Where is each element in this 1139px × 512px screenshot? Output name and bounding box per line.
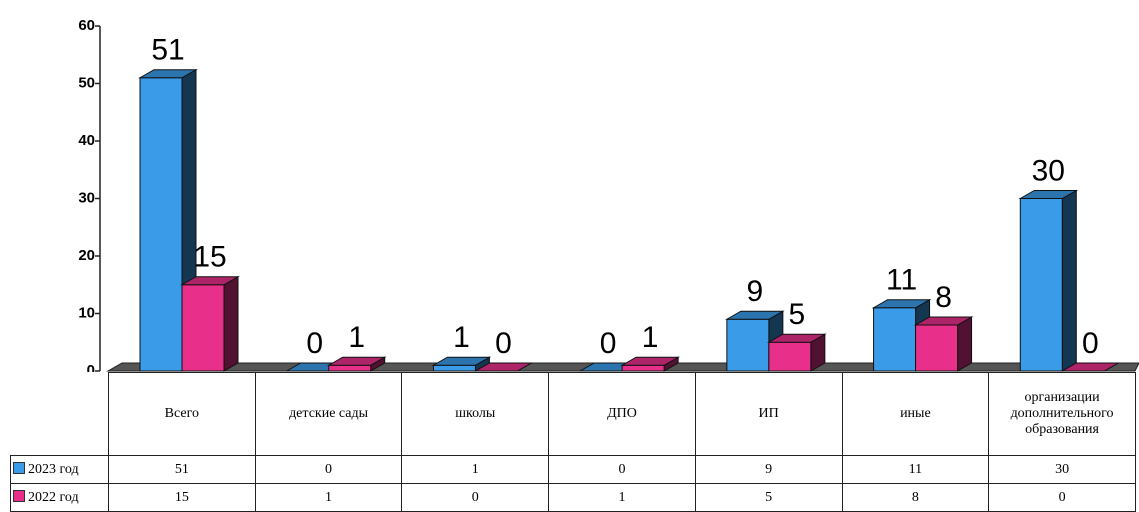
value-cell: 1 [254,483,403,512]
bar [431,356,492,372]
bar-top [431,356,492,366]
empty-cell [10,372,109,456]
category-cell: организации дополнительного образования [988,372,1136,456]
data-label: 11 [886,264,917,297]
value-cell: 15 [108,483,256,512]
bar-top [724,310,785,320]
data-row: 2023 год 51 0 1 0 9 11 30 [10,455,1136,484]
bar [913,316,974,372]
bar-side [223,275,239,372]
legend-swatch [13,489,25,502]
value-cell: 1 [401,455,550,484]
data-label: 8 [935,281,952,314]
legend-label: 2023 год [28,461,79,477]
data-label: 0 [1082,327,1099,360]
bar [473,362,534,372]
category-row: Всего детские сады школы ДПО ИП иные организац… [10,372,1136,456]
bar-top [1060,362,1121,372]
y-tick-label: 30 [78,189,95,206]
bar-front [621,364,665,372]
category-cell: иные [841,372,990,456]
bar-top [180,276,240,286]
data-label: 51 [151,34,184,67]
bar-top [620,356,681,366]
data-label: 9 [747,275,764,308]
data-label: 5 [789,298,806,331]
bar-front [181,284,225,372]
bar-front [1019,198,1063,372]
bar [620,356,681,372]
bar-top [766,333,827,343]
y-tick-label: 40 [78,132,95,149]
category-cell: школы [401,372,550,456]
bar [1060,362,1121,372]
legend-label: 2022 год [28,489,79,505]
bar-top [138,69,198,79]
value-cell: 0 [254,455,403,484]
data-table: Всего детские сады школы ДПО ИП иные организац… [10,372,1136,512]
y-tick-label: 50 [78,74,95,91]
bar [1018,189,1079,372]
value-cell: 1 [548,483,696,512]
category-cell: Всего [108,372,256,456]
bar-front [328,364,372,372]
bar-top [913,316,974,326]
data-label: 0 [600,327,617,360]
legend-cell: 2023 год [10,455,109,484]
data-label: 15 [193,241,226,274]
bar-side [1061,189,1077,372]
bar-side [957,316,973,372]
value-cell: 0 [401,483,550,512]
bar-front [726,318,770,372]
data-label: 0 [495,327,512,360]
legend-cell: 2022 год [10,483,109,512]
bar-front [873,307,917,372]
category-cell: ИП [694,372,843,456]
y-tick-label: 10 [78,304,95,321]
value-cell: 0 [988,483,1136,512]
legend-swatch [13,461,25,474]
bar-front [915,324,959,372]
data-label: 1 [453,321,470,354]
category-cell: ДПО [548,372,696,456]
value-cell: 30 [988,455,1136,484]
value-cell: 9 [694,455,843,484]
value-cell: 8 [841,483,990,512]
bar [180,275,240,372]
bar-front [768,341,812,372]
value-cell: 51 [108,455,256,484]
bar-front [432,364,476,372]
bar-front [139,77,183,372]
category-cell: детские сады [254,372,403,456]
bar-top [1018,190,1079,199]
data-row: 2022 год 15 1 0 1 5 8 0 [10,483,1136,512]
value-cell: 11 [841,455,990,484]
value-cell: 0 [548,455,696,484]
value-cell: 5 [694,483,843,512]
data-label: 1 [642,321,659,354]
y-tick-label: 60 [78,17,95,34]
data-label: 0 [306,327,323,360]
bar [766,333,827,372]
data-label: 1 [348,321,365,354]
bar-top [326,356,387,366]
y-tick-label: 20 [78,247,95,264]
bar [326,356,387,372]
bar-top [871,299,932,309]
data-label: 30 [1032,154,1065,187]
bar-top [473,362,534,372]
y-tick-label: 0 [87,362,95,372]
